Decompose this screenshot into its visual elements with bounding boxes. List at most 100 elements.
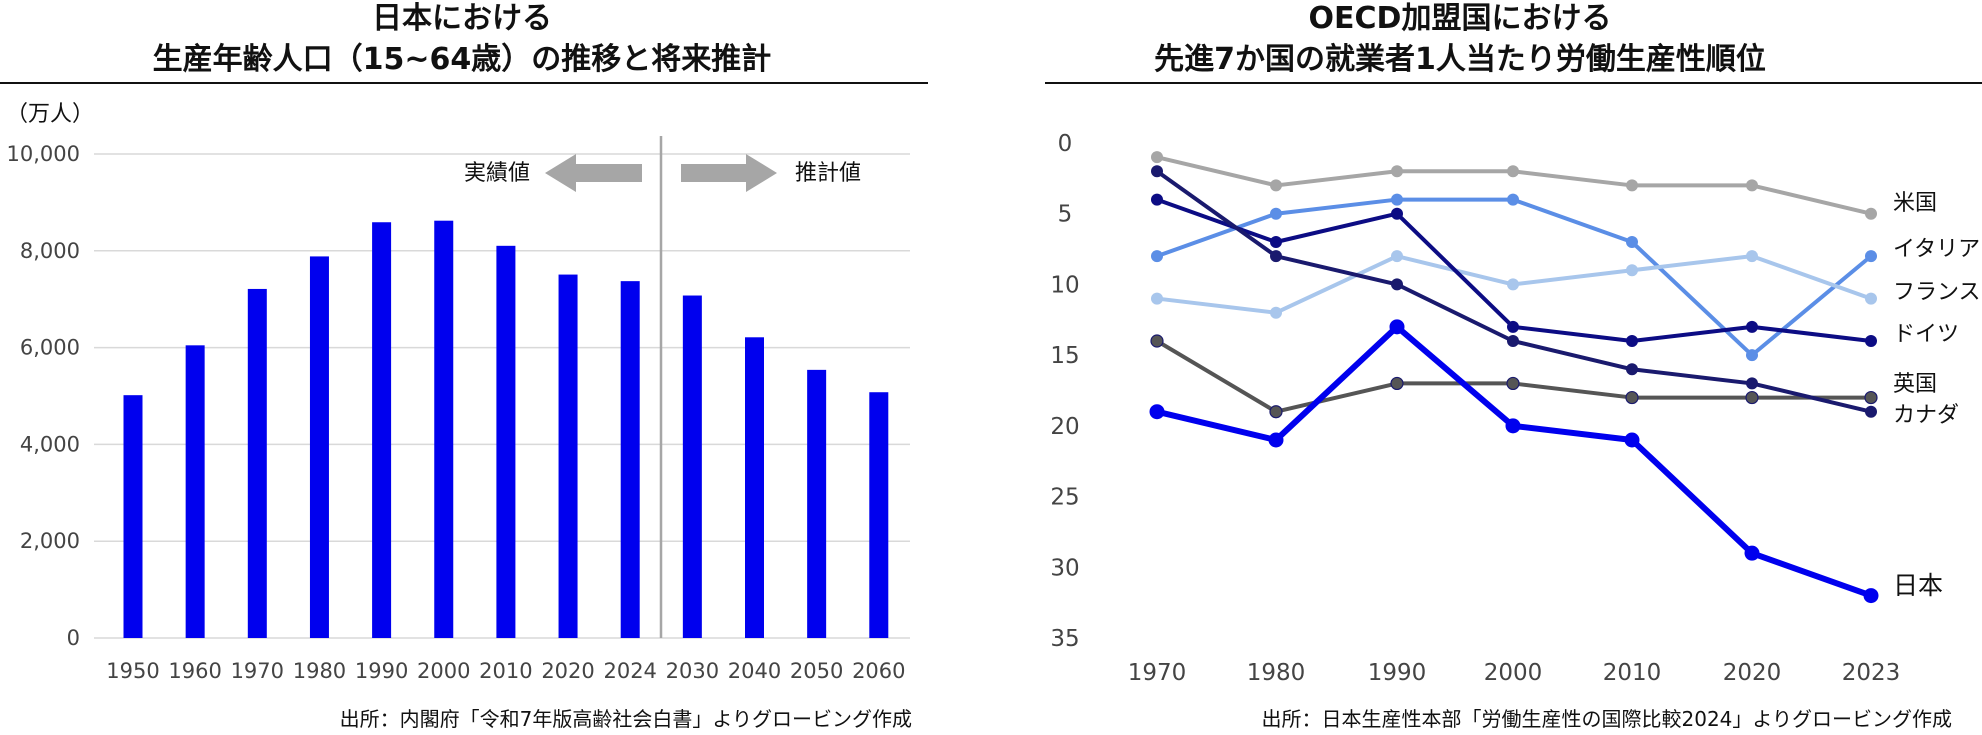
series-point bbox=[1391, 207, 1403, 220]
population-x-tick: 1950 bbox=[106, 659, 159, 683]
population-x-tick: 2040 bbox=[728, 659, 781, 683]
population-x-tick: 1960 bbox=[168, 659, 221, 683]
population-unit-label: （万人） bbox=[6, 102, 94, 127]
series-point bbox=[1507, 335, 1519, 347]
population-y-axis: 0 2,000 4,000 6,000 8,000 10,000 bbox=[7, 142, 80, 650]
series-point bbox=[1626, 264, 1638, 277]
series-point bbox=[1744, 545, 1760, 561]
series-point bbox=[1151, 151, 1163, 164]
series-point bbox=[1507, 278, 1519, 291]
population-y-tick: 2,000 bbox=[20, 529, 80, 553]
population-x-tick: 1980 bbox=[293, 659, 346, 683]
series-label: 米国 bbox=[1893, 191, 1937, 216]
series-line bbox=[1156, 323, 1873, 599]
series-point bbox=[1626, 363, 1638, 376]
series-point bbox=[1746, 250, 1758, 263]
series-point bbox=[1391, 250, 1403, 263]
series-point bbox=[1268, 432, 1284, 448]
series-label: ドイツ bbox=[1893, 322, 1959, 347]
series-point bbox=[1625, 390, 1639, 405]
population-bars bbox=[123, 220, 889, 639]
series-英国 bbox=[1150, 334, 1878, 419]
population-x-tick: 2030 bbox=[666, 659, 719, 683]
series-point bbox=[1391, 193, 1403, 206]
productivity-x-tick: 1990 bbox=[1368, 660, 1427, 686]
productivity-y-tick: 0 bbox=[1058, 131, 1073, 157]
series-point bbox=[1864, 390, 1878, 405]
productivity-chart-title-line2: 先進7か国の就業者1人当たり労働生産性順位 bbox=[1154, 42, 1766, 77]
population-bar bbox=[869, 392, 889, 638]
series-point bbox=[1506, 376, 1520, 391]
series-point bbox=[1626, 335, 1638, 347]
series-point bbox=[1151, 193, 1163, 206]
population-chart: 日本における 生産年齢人口（15~64歳）の推移と将来推計 （万人） 0 2,00… bbox=[0, 1, 928, 731]
population-x-tick: 1970 bbox=[231, 659, 284, 683]
series-日本 bbox=[1149, 319, 1879, 604]
population-bar bbox=[185, 345, 205, 638]
productivity-y-tick: 5 bbox=[1058, 202, 1073, 228]
series-point bbox=[1746, 179, 1758, 192]
population-bar bbox=[123, 395, 143, 638]
population-x-tick: 2060 bbox=[852, 659, 905, 683]
series-line bbox=[1155, 169, 1872, 414]
series-point bbox=[1270, 250, 1282, 263]
population-x-tick: 2050 bbox=[790, 659, 843, 683]
series-point bbox=[1505, 418, 1521, 434]
population-bar bbox=[620, 281, 640, 638]
series-point bbox=[1507, 193, 1519, 206]
population-bar bbox=[745, 337, 764, 638]
series-point bbox=[1865, 207, 1877, 220]
productivity-x-tick: 2000 bbox=[1484, 660, 1543, 686]
series-label: 英国 bbox=[1893, 372, 1937, 397]
series-フランス bbox=[1151, 250, 1877, 319]
population-y-tick: 0 bbox=[67, 626, 80, 650]
projection-values-label: 推計値 bbox=[795, 161, 861, 186]
series-point bbox=[1746, 349, 1758, 362]
productivity-x-tick: 2023 bbox=[1842, 660, 1901, 686]
series-point bbox=[1624, 432, 1640, 448]
productivity-x-tick: 1980 bbox=[1247, 660, 1306, 686]
series-point bbox=[1270, 207, 1282, 220]
series-label: フランス bbox=[1893, 280, 1981, 305]
population-source: 出所：内閣府「令和7年版高齢社会白書」よりグロービング作成 bbox=[340, 707, 912, 731]
productivity-y-tick: 25 bbox=[1050, 485, 1079, 511]
series-label: イタリア bbox=[1893, 237, 1980, 262]
series-label: 日本 bbox=[1893, 571, 1943, 600]
population-bar bbox=[682, 295, 702, 638]
productivity-series bbox=[1149, 151, 1879, 604]
population-chart-title-line1: 日本における bbox=[372, 1, 552, 36]
series-point bbox=[1269, 405, 1283, 419]
series-point bbox=[1865, 292, 1877, 305]
productivity-source: 出所：日本生産性本部「労働生産性の国際比較2024」よりグロービング作成 bbox=[1262, 707, 1953, 731]
series-point bbox=[1149, 404, 1165, 420]
series-line bbox=[1155, 339, 1871, 414]
population-y-tick: 8,000 bbox=[20, 239, 80, 263]
series-point bbox=[1151, 292, 1163, 305]
series-point bbox=[1270, 236, 1282, 248]
series-point bbox=[1626, 236, 1638, 248]
series-point bbox=[1507, 165, 1519, 178]
productivity-chart: OECD加盟国における 先進7か国の就業者1人当たり労働生産性順位 0 5 10 15… bbox=[1045, 1, 1982, 731]
population-bar bbox=[372, 222, 392, 638]
series-ドイツ bbox=[1151, 193, 1877, 347]
series-point bbox=[1270, 179, 1282, 192]
population-bar bbox=[807, 369, 827, 638]
series-イタリア bbox=[1151, 193, 1877, 362]
series-カナダ bbox=[1151, 165, 1877, 418]
series-point bbox=[1746, 377, 1758, 390]
series-point bbox=[1507, 320, 1519, 333]
series-point bbox=[1865, 405, 1877, 418]
population-x-tick: 2000 bbox=[417, 659, 470, 683]
productivity-y-tick: 30 bbox=[1050, 555, 1079, 581]
actual-arrow-icon bbox=[545, 154, 642, 192]
series-point bbox=[1865, 335, 1877, 347]
series-point bbox=[1626, 179, 1638, 192]
population-bar bbox=[247, 288, 267, 638]
series-point bbox=[1391, 165, 1403, 178]
series-point bbox=[1150, 334, 1164, 348]
population-y-tick: 6,000 bbox=[20, 336, 80, 360]
series-label: カナダ bbox=[1893, 403, 1959, 428]
population-x-axis: 1950 1960 1970 1980 1990 2000 2010 2020 2024 2030… bbox=[106, 659, 905, 683]
